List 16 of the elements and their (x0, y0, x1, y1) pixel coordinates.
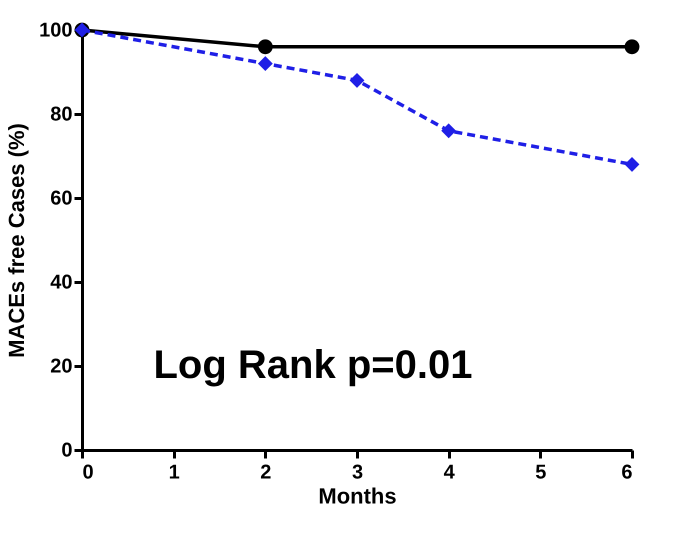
x-tick-label: 2 (260, 462, 272, 484)
x-tick-label: 3 (352, 462, 364, 484)
x-tick-label: 0 (82, 462, 94, 484)
x-tick-label: 6 (621, 462, 632, 484)
y-tick-label: 40 (50, 272, 72, 294)
x-axis-title: Months (318, 484, 397, 508)
y-tick-label: 60 (50, 188, 72, 210)
annotation: Log Rank p=0.01 (154, 343, 472, 387)
y-tick-label: 0 (61, 440, 72, 462)
y-tick-label: 80 (50, 104, 72, 126)
x-tick-label: 1 (168, 462, 180, 484)
y-tick-label: 100 (39, 20, 72, 42)
y-axis-title: MACEs free Cases (%) (4, 123, 30, 358)
y-tick-label: 20 (50, 356, 72, 378)
x-tick-label: 5 (535, 462, 546, 484)
x-tick-label: 4 (444, 462, 456, 484)
